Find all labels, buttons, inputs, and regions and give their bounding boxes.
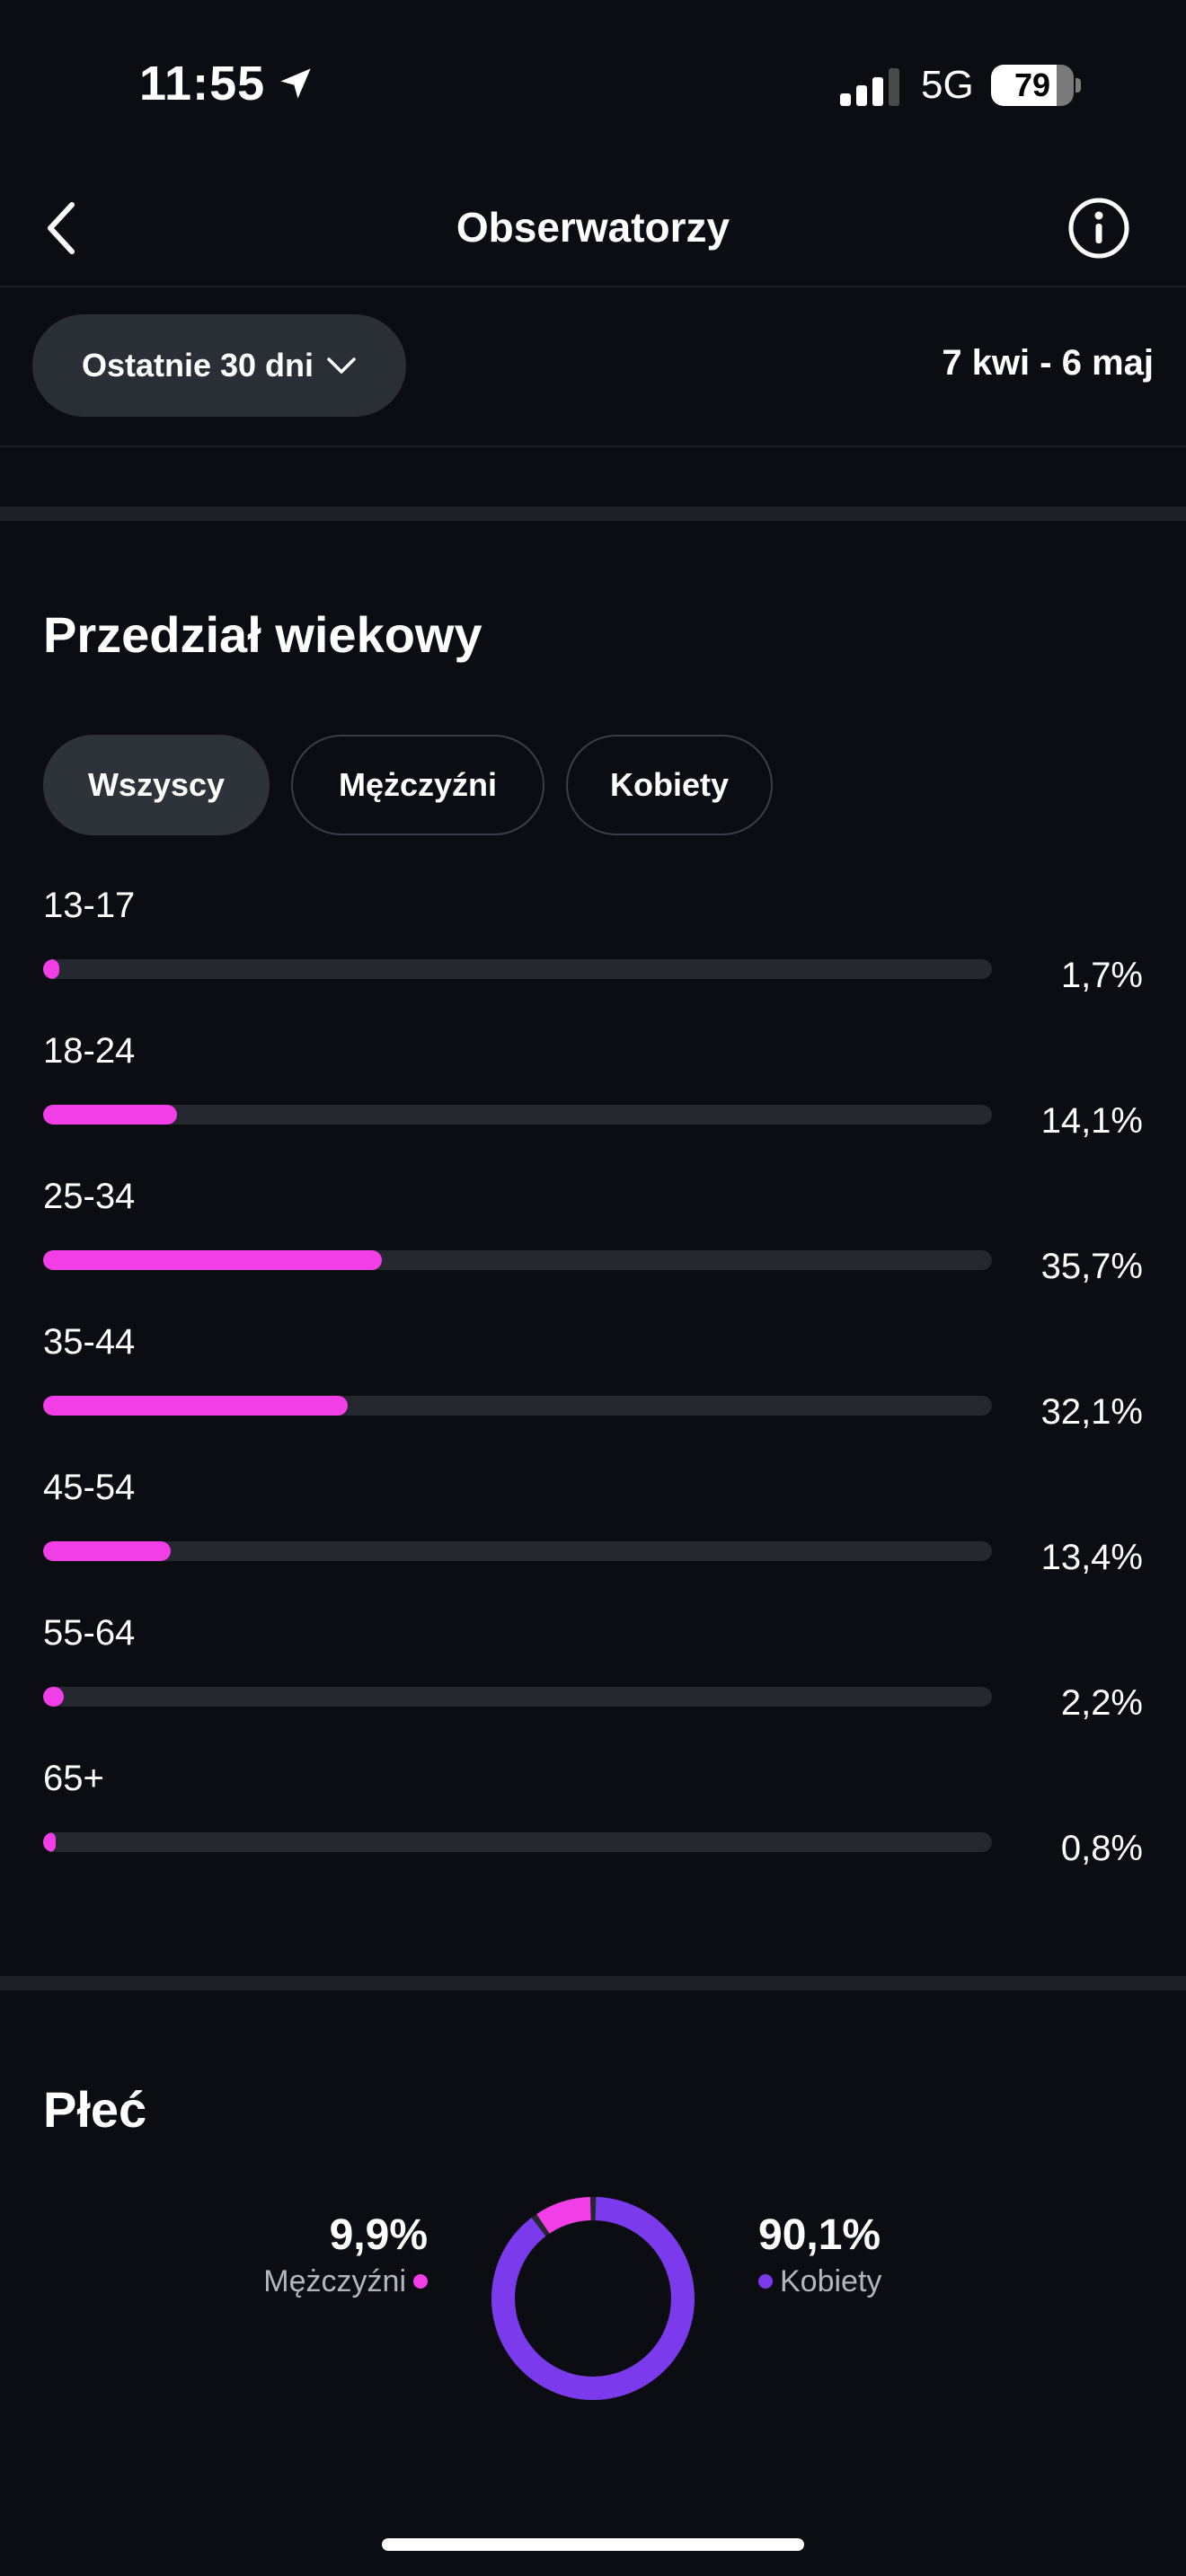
age-row-label: 25-34: [43, 1177, 136, 1216]
age-row-label: 55-64: [43, 1613, 136, 1653]
age-section-title: Przedział wiekowy: [43, 606, 482, 663]
network-label: 5G: [921, 63, 974, 107]
age-row-label: 35-44: [43, 1322, 136, 1362]
chevron-down-icon: [327, 357, 356, 374]
male-legend-label: Mężczyźni: [263, 2264, 406, 2298]
info-icon: [1068, 198, 1129, 259]
battery-fill: [991, 65, 1057, 106]
age-bar-fill: [43, 1396, 348, 1416]
male-legend-dot: [413, 2274, 428, 2289]
filter-row: Ostatnie 30 dni 7 kwi - 6 maj: [0, 287, 1186, 447]
status-time-text: 11:55: [139, 57, 266, 110]
page-title: Obserwatorzy: [456, 204, 730, 251]
age-row: 55-64 2,2%: [43, 1613, 1143, 1759]
age-bar-track: [43, 1105, 992, 1125]
age-row-value: 32,1%: [1040, 1392, 1143, 1432]
section-divider: [0, 507, 1186, 521]
age-row-label: 65+: [43, 1759, 104, 1798]
section-divider: [0, 1976, 1186, 1990]
age-bar-track: [43, 1687, 992, 1707]
battery-level-text: 79: [1013, 66, 1051, 103]
back-button[interactable]: [27, 194, 95, 262]
age-row-value: 1,7%: [1060, 956, 1143, 995]
tab-all-label: Wszyscy: [87, 766, 226, 803]
tab-women[interactable]: Kobiety: [566, 735, 773, 835]
gender-breakdown: 9,9% Mężczyźni 90,1% Kobiety: [0, 2174, 1186, 2407]
age-bar-track: [43, 1250, 992, 1270]
age-row-value: 0,8%: [1060, 1829, 1143, 1868]
age-row-label: 18-24: [43, 1031, 136, 1071]
age-row-label: 13-17: [43, 886, 136, 925]
tab-men-label: Mężczyźni: [338, 766, 498, 803]
age-bar-fill: [43, 1541, 171, 1561]
age-row: 13-17 1,7%: [43, 886, 1143, 1031]
chevron-left-icon: [48, 202, 75, 254]
age-bar-fill: [43, 1250, 382, 1270]
status-bar: 11:55 5G 79: [0, 0, 1186, 171]
age-bar-track: [43, 1832, 992, 1852]
age-row-label: 45-54: [43, 1468, 136, 1507]
male-legend: Mężczyźni: [263, 2262, 428, 2301]
gender-male-summary: 9,9% Mężczyźni: [263, 2210, 428, 2301]
status-time: 11:55: [139, 56, 314, 111]
period-dropdown[interactable]: Ostatnie 30 dni: [32, 314, 406, 417]
age-row-value: 14,1%: [1040, 1101, 1143, 1141]
female-legend-label: Kobiety: [780, 2264, 882, 2298]
location-arrow-icon: [280, 68, 311, 99]
age-row-value: 35,7%: [1040, 1247, 1143, 1286]
age-row-value: 2,2%: [1060, 1683, 1143, 1723]
age-row: 65+ 0,8%: [43, 1759, 1143, 1904]
female-percentage: 90,1%: [758, 2211, 881, 2259]
date-range: 7 kwi - 6 maj: [942, 343, 1154, 383]
age-row: 25-34 35,7%: [43, 1177, 1143, 1322]
cellular-signal-icon: [840, 68, 899, 106]
period-dropdown-label: Ostatnie 30 dni: [81, 347, 314, 384]
tab-all[interactable]: Wszyscy: [43, 735, 270, 835]
age-bar-track: [43, 1396, 992, 1416]
gender-female-summary: 90,1% Kobiety: [758, 2210, 881, 2301]
home-indicator[interactable]: [382, 2538, 804, 2551]
tab-men[interactable]: Mężczyźni: [291, 735, 544, 835]
age-bar-fill: [43, 1687, 65, 1707]
female-legend-dot: [758, 2274, 773, 2289]
donut-segment-female: [491, 2197, 695, 2400]
age-row: 45-54 13,4%: [43, 1468, 1143, 1613]
age-row: 18-24 14,1%: [43, 1031, 1143, 1177]
male-percentage: 9,9%: [329, 2211, 428, 2259]
age-distribution-list: 13-17 1,7% 18-24 14,1% 25-34 35,7% 35-44…: [43, 886, 1143, 1904]
age-bar-track: [43, 959, 992, 979]
age-bar-track: [43, 1541, 992, 1561]
battery-nub: [1075, 78, 1081, 93]
info-button[interactable]: [1063, 192, 1135, 264]
age-row-value: 13,4%: [1040, 1538, 1143, 1577]
age-bar-fill: [43, 1105, 177, 1125]
age-bar-fill: [43, 1832, 56, 1852]
gender-section-title: Płeć: [43, 2081, 147, 2138]
female-legend: Kobiety: [758, 2262, 881, 2301]
gender-filter-tabs: Wszyscy Mężczyźni Kobiety: [43, 735, 773, 839]
age-row: 35-44 32,1%: [43, 1322, 1143, 1468]
navigation-header: Obserwatorzy: [0, 171, 1186, 287]
age-bar-fill: [43, 959, 59, 979]
gender-donut-chart: [491, 2197, 695, 2400]
tab-women-label: Kobiety: [609, 766, 729, 803]
battery-indicator: 79: [991, 65, 1074, 106]
